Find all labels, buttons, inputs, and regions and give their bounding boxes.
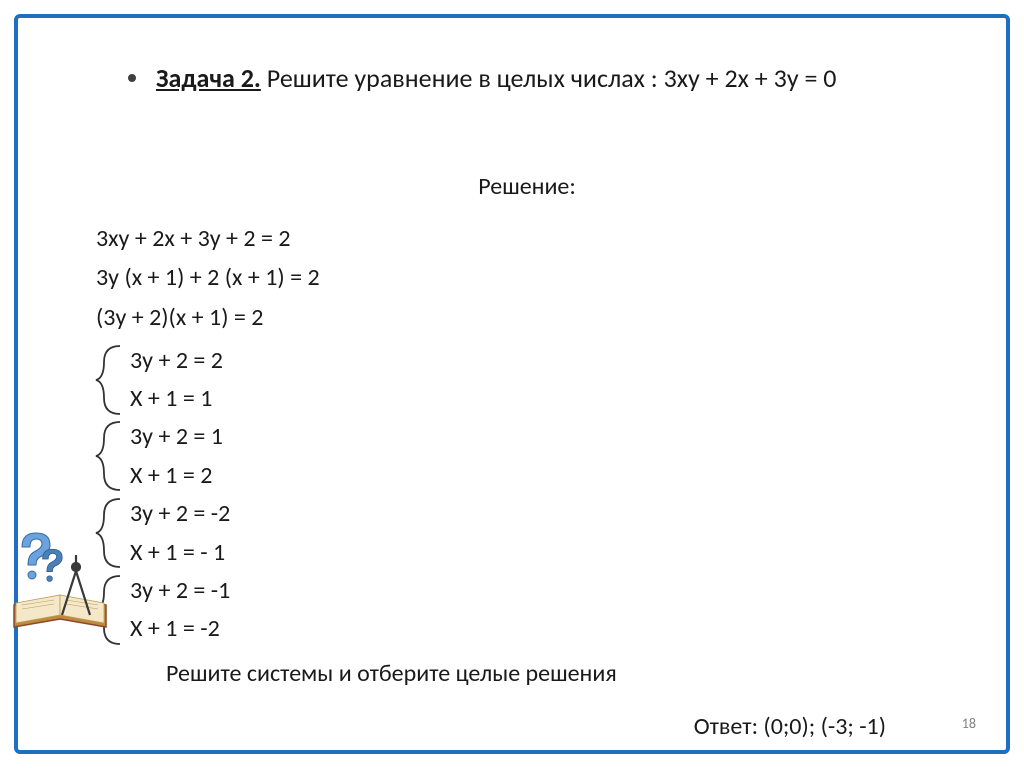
system-line: X + 1 = -2 xyxy=(130,610,946,648)
content-area: Задача 2. Решите уравнение в целых числа… xyxy=(128,62,946,741)
step-line: 3y (x + 1) + 2 (x + 1) = 2 xyxy=(96,258,946,298)
system-line: 3y + 2 = 2 xyxy=(130,342,946,380)
corner-clipart-icon xyxy=(4,527,114,637)
system-line: 3y + 2 = -2 xyxy=(130,495,946,533)
step-line: (3y + 2)(x + 1) = 2 xyxy=(96,298,946,338)
system-line: 3y + 2 = 1 xyxy=(130,418,946,456)
system-group: 3y + 2 = 1 X + 1 = 2 xyxy=(94,418,946,495)
system-line: X + 1 = 1 xyxy=(130,380,946,418)
step-line: 3xy + 2x + 3y + 2 = 2 xyxy=(96,219,946,259)
system-group: 3y + 2 = -2 X + 1 = - 1 xyxy=(94,495,946,572)
solution-heading: Решение: xyxy=(108,172,946,201)
brace-icon xyxy=(94,418,126,494)
task-label: Задача 2. xyxy=(156,62,261,94)
system-group: 3y + 2 = 2 X + 1 = 1 xyxy=(94,342,946,419)
instruction-text: Решите системы и отберите целые решения xyxy=(166,659,946,688)
page-number: 18 xyxy=(962,715,976,732)
task-title: Задача 2. Решите уравнение в целых числа… xyxy=(156,62,836,96)
solution-steps: 3xy + 2x + 3y + 2 = 2 3y (x + 1) + 2 (x … xyxy=(96,219,946,338)
system-line: X + 1 = - 1 xyxy=(130,534,946,572)
title-row: Задача 2. Решите уравнение в целых числа… xyxy=(128,62,946,96)
task-text: Решите уравнение в целых числах : 3xy + … xyxy=(261,62,837,94)
bullet-dot xyxy=(128,74,136,82)
system-line: 3y + 2 = -1 xyxy=(130,572,946,610)
systems-block: 3y + 2 = 2 X + 1 = 1 3y + 2 = 1 X + 1 = … xyxy=(94,342,946,649)
answer-text: Ответ: (0;0); (-3; -1) xyxy=(128,712,886,741)
slide-frame: Задача 2. Решите уравнение в целых числа… xyxy=(14,14,1010,754)
brace-icon xyxy=(94,342,126,418)
system-line: X + 1 = 2 xyxy=(130,457,946,495)
system-group: 3y + 2 = -1 X + 1 = -2 xyxy=(94,572,946,649)
